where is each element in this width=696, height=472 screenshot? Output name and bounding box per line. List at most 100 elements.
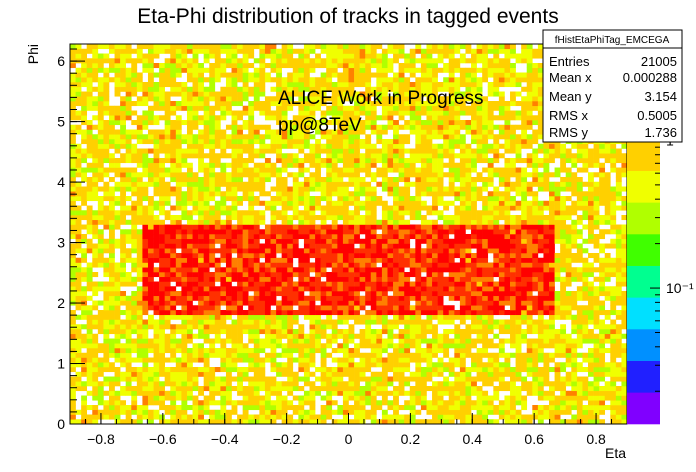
heatmap-cell [214,210,221,216]
heatmap-cell [237,234,243,240]
heatmap-cell [203,91,210,97]
heatmap-cell [142,248,149,254]
heatmap-cell [454,229,461,235]
heatmap-cell [454,91,461,97]
heatmap-cell [398,272,405,278]
heatmap-cell [320,300,327,306]
heatmap-cell [348,362,355,368]
heatmap-cell [448,405,455,411]
heatmap-cell [125,205,132,211]
heatmap-cell [231,295,238,301]
heatmap-cell [415,267,422,273]
heatmap-cell [225,267,232,273]
heatmap-cell [97,115,104,121]
heatmap-cell [264,129,271,135]
heatmap-cell [276,143,282,149]
heatmap-cell [342,129,349,135]
heatmap-cell [437,400,444,406]
heatmap-cell [108,338,115,344]
heatmap-cell [409,338,416,344]
heatmap-cell [92,215,99,221]
heatmap-cell [203,67,210,73]
heatmap-cell [331,400,338,406]
heatmap-cell [186,295,193,301]
heatmap-cell [426,405,433,411]
heatmap-cell [136,234,143,240]
heatmap-cell [209,210,216,216]
heatmap-cell [409,248,416,254]
heatmap-cell [103,314,110,320]
heatmap-cell [287,105,294,111]
heatmap-cell [103,105,110,111]
heatmap-cell [409,409,416,415]
heatmap-cell [214,262,221,268]
heatmap-cell [242,386,249,392]
heatmap-cell [298,110,305,116]
heatmap-cell [381,238,388,244]
heatmap-cell [354,238,360,244]
heatmap-cell [242,134,249,140]
heatmap-cell [309,148,316,154]
heatmap-cell [264,419,271,425]
heatmap-cell [370,291,377,297]
heatmap-cell [203,314,210,320]
heatmap-cell [376,219,383,225]
heatmap-cell [153,310,160,316]
heatmap-cell [426,305,433,311]
heatmap-cell [237,167,243,173]
heatmap-cell [103,120,110,126]
heatmap-cell [370,276,377,282]
heatmap-cell [398,139,405,145]
heatmap-cell [465,191,472,197]
heatmap-cell [120,348,126,354]
heatmap-cell [415,124,422,130]
heatmap-cell [86,186,93,192]
heatmap-cell [70,148,76,154]
heatmap-cell [415,248,422,254]
heatmap-cell [220,253,227,259]
heatmap-cell [320,215,327,221]
heatmap-cell [454,409,461,415]
heatmap-cell [75,86,82,92]
heatmap-cell [120,191,126,197]
heatmap-cell [209,215,216,221]
heatmap-cell [92,63,99,69]
heatmap-cell [242,281,249,287]
heatmap-cell [309,77,316,83]
heatmap-cell [354,58,360,64]
heatmap-cell [159,276,165,282]
heatmap-cell [92,371,99,377]
heatmap-cell [465,381,472,387]
heatmap-cell [359,96,366,102]
heatmap-cell [97,286,104,292]
heatmap-cell [203,48,210,54]
heatmap-cell [220,348,227,354]
heatmap-cell [186,124,193,130]
heatmap-cell [337,253,344,259]
heatmap-cell [136,177,143,183]
heatmap-cell [175,295,182,301]
heatmap-cell [459,124,466,130]
heatmap-cell [331,177,338,183]
heatmap-cell [103,86,110,92]
heatmap-cell [70,286,76,292]
heatmap-cell [181,310,188,316]
heatmap-cell [264,134,271,140]
heatmap-cell [214,300,221,306]
heatmap-cell [459,134,466,140]
heatmap-cell [393,86,399,92]
heatmap-cell [443,115,450,121]
heatmap-cell [203,186,210,192]
heatmap-cell [298,215,305,221]
heatmap-cell [103,205,110,211]
heatmap-cell [454,286,461,292]
heatmap-cell [287,295,294,301]
heatmap-cell [354,257,360,263]
heatmap-cell [214,67,221,73]
heatmap-cell [231,291,238,297]
heatmap-cell [86,405,93,411]
heatmap-cell [287,390,294,396]
heatmap-cell [220,110,227,116]
heatmap-cell [237,177,243,183]
heatmap-cell [393,409,399,415]
